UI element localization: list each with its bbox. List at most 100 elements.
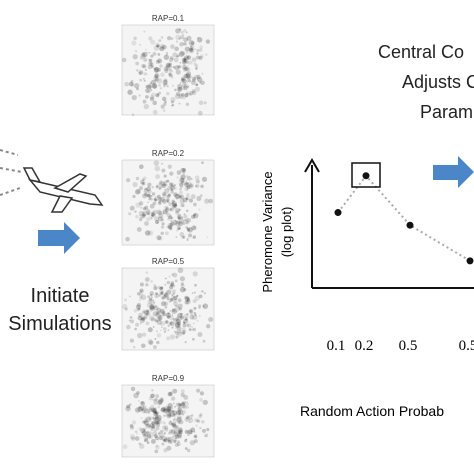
texture	[145, 423, 150, 429]
texture	[151, 83, 158, 89]
texture	[180, 85, 185, 91]
texture	[177, 440, 180, 444]
texture	[150, 420, 156, 426]
texture	[180, 76, 186, 82]
texture	[152, 326, 155, 328]
texture	[168, 275, 171, 278]
texture	[151, 426, 154, 429]
texture	[157, 419, 163, 425]
texture	[158, 182, 162, 186]
texture	[180, 312, 183, 316]
texture	[182, 236, 186, 239]
texture	[170, 441, 173, 445]
texture	[165, 211, 169, 216]
texture	[148, 431, 152, 435]
texture	[159, 315, 162, 318]
texture	[160, 312, 163, 315]
texture	[161, 313, 165, 316]
texture	[148, 36, 153, 41]
texture	[152, 100, 157, 106]
texture	[165, 231, 169, 236]
texture	[149, 96, 155, 102]
texture	[160, 407, 166, 413]
texture	[156, 209, 162, 215]
texture	[177, 321, 182, 326]
texture	[164, 427, 169, 432]
texture	[128, 81, 134, 87]
texture	[183, 42, 187, 46]
texture	[198, 208, 201, 211]
texture	[186, 415, 190, 419]
texture	[182, 57, 186, 61]
texture	[154, 319, 158, 323]
texture	[189, 440, 195, 446]
texture	[166, 297, 170, 301]
texture	[167, 63, 171, 67]
texture	[172, 324, 175, 327]
texture	[171, 293, 174, 297]
texture	[155, 79, 157, 81]
texture	[167, 431, 171, 435]
texture	[142, 332, 147, 337]
texture	[154, 436, 159, 441]
texture	[186, 217, 191, 223]
texture	[208, 316, 214, 323]
texture	[186, 296, 190, 300]
y-axis-label: (log plot)	[279, 207, 294, 258]
texture	[180, 392, 185, 398]
texture	[193, 312, 197, 315]
texture	[174, 93, 181, 100]
texture	[184, 340, 187, 344]
texture	[141, 317, 145, 321]
texture	[177, 86, 183, 92]
texture	[198, 414, 203, 419]
y-axis-arrow	[304, 158, 320, 173]
x-tick-label: 0.1	[327, 338, 346, 354]
texture	[186, 323, 190, 327]
texture	[189, 185, 192, 188]
texture	[177, 193, 181, 197]
texture	[143, 437, 149, 442]
texture	[196, 48, 200, 53]
texture	[169, 321, 175, 327]
texture	[131, 420, 137, 425]
texture	[191, 292, 194, 295]
texture	[179, 35, 185, 40]
texture	[162, 439, 165, 442]
texture	[202, 305, 205, 308]
texture	[139, 78, 143, 82]
texture	[169, 285, 174, 290]
texture	[163, 448, 168, 453]
texture	[148, 58, 151, 62]
texture	[148, 198, 151, 201]
texture	[178, 330, 183, 334]
texture	[169, 334, 176, 340]
texture	[184, 56, 188, 61]
texture	[126, 404, 131, 409]
texture	[170, 37, 174, 40]
texture	[154, 407, 157, 410]
texture	[145, 283, 149, 287]
texture	[130, 436, 136, 441]
texture	[181, 33, 185, 37]
texture	[162, 295, 167, 300]
texture	[144, 205, 149, 210]
texture	[162, 209, 168, 215]
texture	[175, 310, 178, 313]
texture	[139, 43, 142, 46]
texture	[172, 298, 177, 303]
texture	[145, 95, 149, 99]
texture	[146, 186, 151, 192]
texture	[198, 100, 204, 106]
texture	[169, 68, 172, 71]
label: Simulations	[8, 313, 111, 335]
texture	[130, 386, 136, 392]
texture	[143, 440, 146, 442]
texture	[136, 432, 138, 435]
texture	[139, 405, 145, 411]
texture	[164, 183, 168, 187]
texture	[188, 184, 193, 190]
texture	[176, 432, 182, 438]
texture	[181, 76, 186, 81]
texture	[205, 39, 211, 44]
